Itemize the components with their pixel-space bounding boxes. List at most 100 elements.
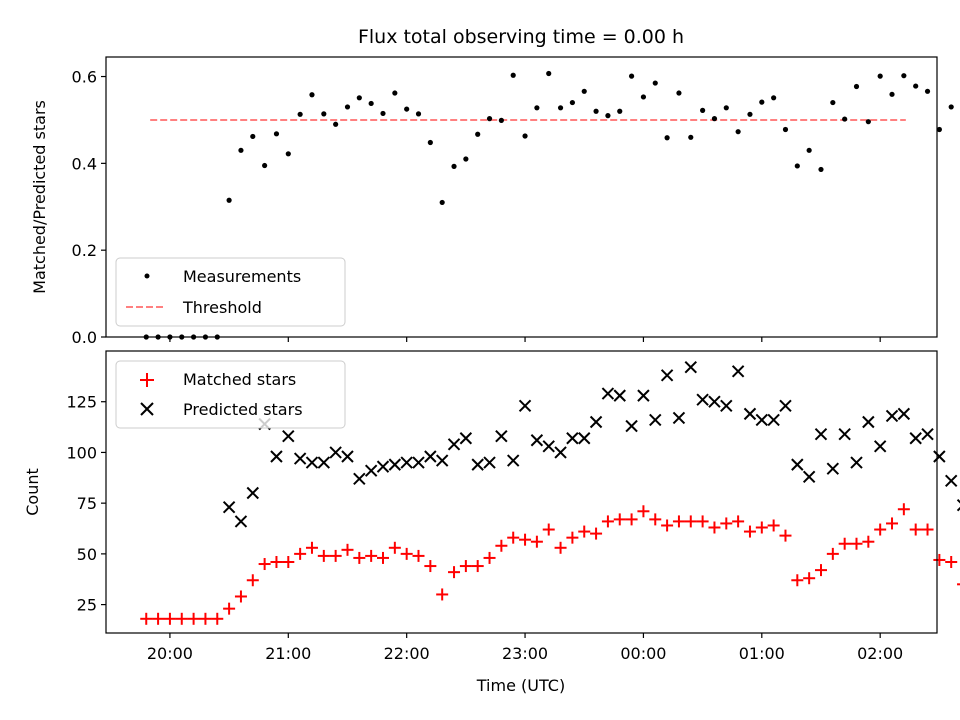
predicted-star-point [862,415,875,429]
bottom-y-tick-label: 75 [77,494,97,513]
matched-star-point [152,612,165,625]
measurement-point [557,105,564,111]
matched-star-point [365,549,378,562]
predicted-star-point [459,432,473,445]
predicted-star-point [814,427,828,441]
measurement-point [262,162,268,169]
matched-star-point [696,515,709,528]
predicted-star-point [400,456,413,469]
bottom-y-tick-label: 100 [66,443,97,462]
matched-star-point [814,564,827,577]
measurement-point [427,139,433,146]
matched-star-point [791,574,804,587]
measurement-point [676,90,682,96]
predicted-star-point [791,458,804,471]
predicted-star-point [471,458,484,471]
measurement-point [226,197,232,203]
matched-star-point [223,602,236,615]
top-x-ticks [169,337,881,342]
top-y-tick-label: 0.4 [72,154,97,173]
measurement-point [652,80,658,86]
predicted-star-point [589,415,603,429]
top-y-ticks: 0.0 0.2 0.4 0.6 [72,68,106,347]
matched-star-point [294,547,307,560]
predicted-star-point [578,432,591,445]
matched-star-point [554,541,567,554]
measurement-point [889,91,895,97]
predicted-star-point [542,440,555,453]
bottom-y-tick-label: 25 [77,596,97,615]
matched-star-point [957,583,960,586]
predicted-star-point [743,407,757,421]
measurement-point [794,163,800,169]
measurement-point [711,116,718,122]
matched-star-point [886,517,899,530]
matched-star-point [519,533,532,546]
measurement-point [842,116,848,122]
measurement-point [865,119,871,125]
matched-star-point [270,555,283,568]
matched-star-point [175,612,188,625]
bottom-x-ticks: 20:00 21:00 22:00 23:00 00:00 01:00 02:00 [147,633,903,663]
bottom-x-tick-label: 02:00 [857,644,903,663]
matched-star-point [258,558,271,571]
matched-star-point [649,513,662,526]
measurement-point [782,126,789,133]
matched-star-point [140,612,153,625]
predicted-star-point [708,395,721,408]
measurement-point [250,133,256,140]
predicted-star-point [625,419,638,433]
measurement-point [534,105,540,111]
measurement-point [463,156,469,162]
top-chart-title: Flux total observing time = 0.00 h [358,26,684,48]
predicted-star-point [353,472,366,486]
matched-star-point [436,588,449,601]
legend-measurements-marker [144,273,150,279]
top-plot-marks [143,70,954,340]
predicted-star-point [554,446,567,459]
predicted-star-point [897,407,911,421]
measurement-point [344,104,351,110]
legend-predicted-label: Predicted stars [183,400,303,419]
legend-matched-marker [140,373,154,387]
top-plot-frame [105,56,938,338]
measurement-point [498,117,504,123]
matched-star-point [507,531,520,544]
measurement-point [688,134,694,140]
matched-star-point [850,537,863,550]
measurement-point [368,100,374,107]
matched-star-point [341,543,354,556]
measurement-point [451,163,457,169]
bottom-x-tick-label: 20:00 [147,644,193,663]
top-y-tick-label: 0.0 [72,328,97,347]
predicted-star-point [755,413,769,427]
measurement-point [913,83,919,89]
predicted-star-point [873,440,887,453]
matched-star-point [743,525,756,538]
predicted-star-point [601,387,615,400]
matched-star-point [779,529,792,542]
measurement-point [285,151,291,157]
predicted-star-point [435,454,449,467]
measurement-point [628,73,635,79]
measurement-point [510,72,516,78]
bottom-legend: Matched stars Predicted stars [115,360,346,429]
predicted-star-point [767,413,780,427]
bottom-y-ticks: 25 50 75 100 125 [66,393,106,615]
measurement-point [309,92,315,98]
legend-measurements-label: Measurements [183,267,301,286]
bottom-legend-box [115,360,346,429]
top-y-axis-label: Matched/Predicted stars [30,100,49,294]
bottom-plot-frame [105,350,938,634]
bottom-y-tick-label: 50 [77,545,97,564]
predicted-star-point [956,498,960,512]
matched-star-point [459,560,472,573]
matched-star-point [601,515,614,528]
matched-star-point [755,521,768,534]
matched-star-point [566,531,579,544]
matched-star-point [590,527,603,540]
matched-star-point [530,535,543,548]
matched-star-point [282,555,295,568]
bottom-x-tick-label: 00:00 [620,644,666,663]
